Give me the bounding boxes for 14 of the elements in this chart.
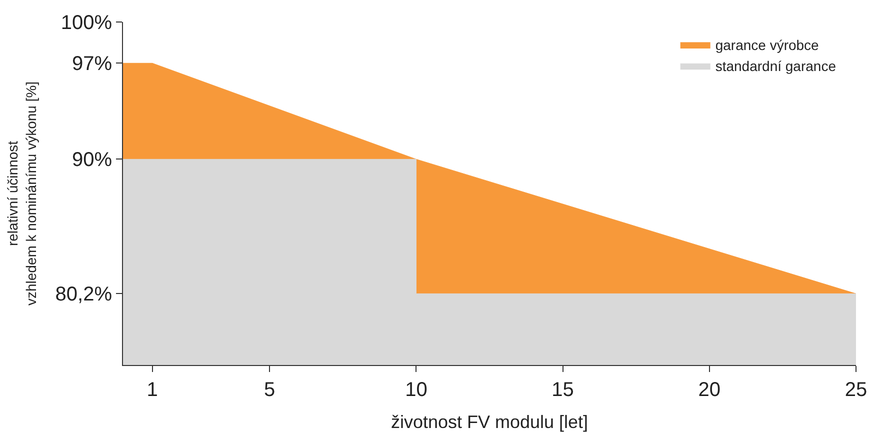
y-tick-label: 97% <box>72 53 112 76</box>
x-tick-label: 25 <box>844 379 868 401</box>
y-tick-label: 80,2% <box>55 284 112 306</box>
x-tick-label: 15 <box>552 379 574 401</box>
y-tick-label: 100% <box>60 12 112 34</box>
y-tick-label: 90% <box>72 149 112 172</box>
legend-label: standardní garance <box>715 58 836 74</box>
x-axis-title: životnost FV modulu [let] <box>390 412 588 432</box>
x-tick-label: 5 <box>264 379 276 401</box>
x-tick-label: 10 <box>405 379 428 401</box>
y-axis-title: relativní účinnost vzhledem k nominánímu výkonu [%] <box>4 81 39 306</box>
x-tick-label: 1 <box>146 379 158 401</box>
legend-label: garance výrobce <box>715 36 820 53</box>
x-tick-label: 20 <box>698 379 721 401</box>
